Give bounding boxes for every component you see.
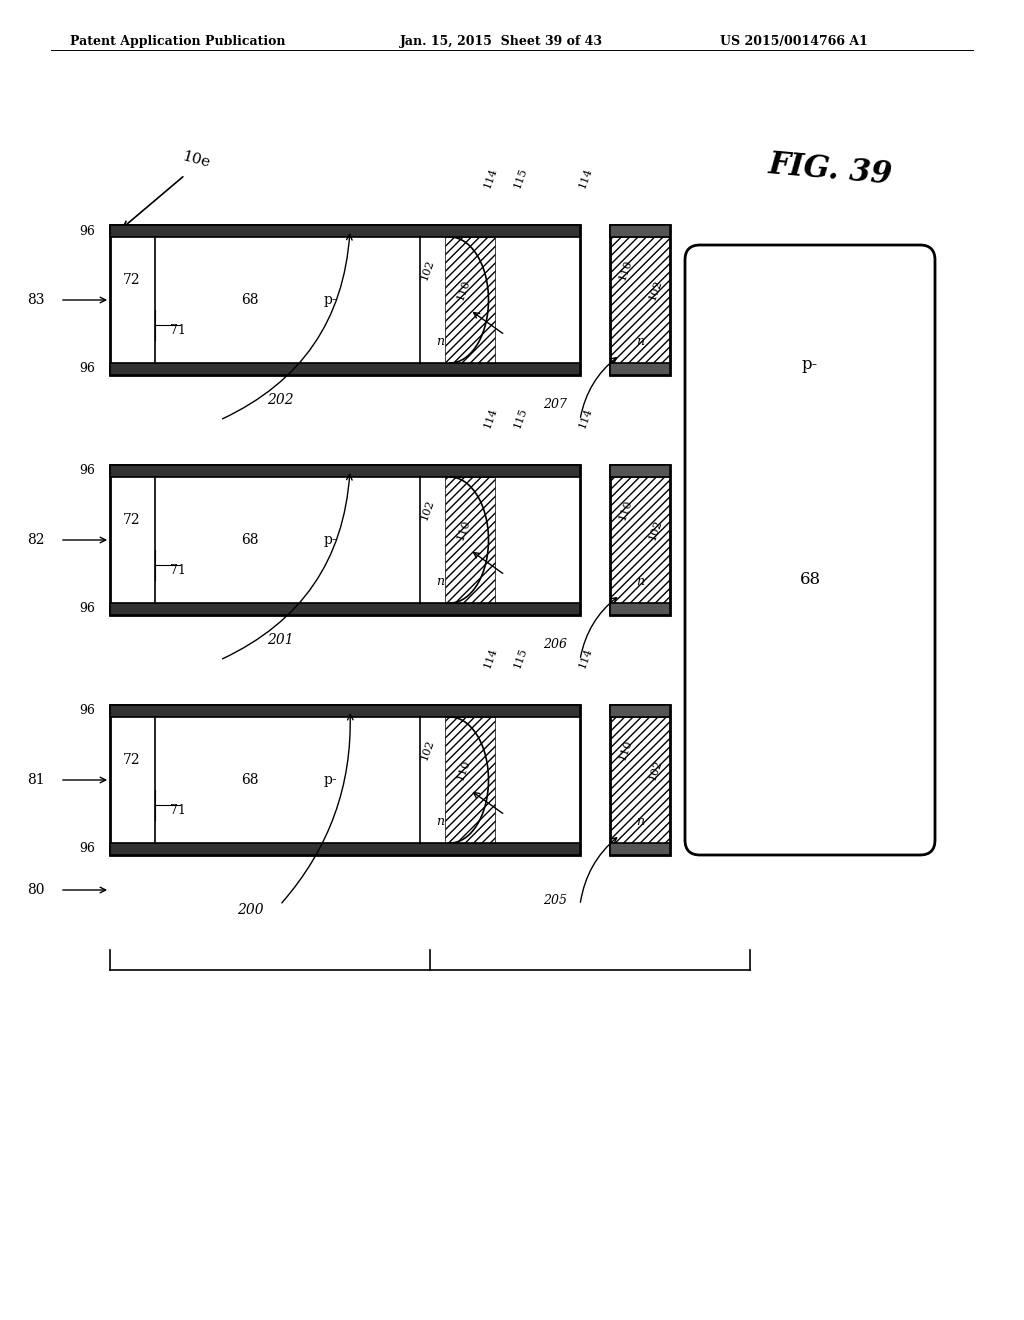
Text: 68: 68 [800,570,820,587]
Text: 102: 102 [419,498,435,521]
Bar [445,717,495,843]
Text: 206: 206 [543,639,567,652]
Text: 96: 96 [79,602,95,615]
Bar [110,224,580,375]
Text: FIG. 39: FIG. 39 [767,149,893,191]
Text: 68: 68 [242,293,259,308]
Text: 82: 82 [28,533,45,546]
Text: 205: 205 [543,894,567,907]
Bar [610,717,670,843]
Bar [110,705,580,855]
Text: n: n [436,335,444,348]
Text: 115: 115 [512,647,528,671]
Text: 96: 96 [79,224,95,238]
Bar [110,603,580,615]
Bar [610,465,670,477]
Text: 96: 96 [79,465,95,478]
Bar [110,843,580,855]
Bar [445,238,495,363]
Text: 114: 114 [481,407,499,430]
Text: 115: 115 [512,407,528,430]
Bar [610,465,670,615]
Text: 110: 110 [616,738,634,762]
FancyBboxPatch shape [685,246,935,855]
Bar [610,843,670,855]
Bar [610,477,670,603]
Text: n: n [636,814,644,828]
Bar [610,224,670,238]
Text: 96: 96 [79,363,95,375]
Text: 68: 68 [242,533,259,546]
Text: 102: 102 [419,738,435,762]
Bar [610,224,670,375]
Text: US 2015/0014766 A1: US 2015/0014766 A1 [720,36,868,48]
Bar [110,465,580,615]
Text: 115: 115 [512,166,528,190]
Bar [610,363,670,375]
Text: 114: 114 [481,166,499,190]
Bar [445,477,495,603]
Text: 102: 102 [419,259,435,281]
Text: 80: 80 [28,883,45,898]
Text: 102: 102 [646,279,664,302]
Text: 81: 81 [28,774,45,787]
Text: 10e: 10e [180,149,211,170]
Text: 71: 71 [170,323,186,337]
Text: 71: 71 [170,564,186,577]
Text: 96: 96 [79,842,95,855]
Text: 72: 72 [123,752,141,767]
Text: 102: 102 [646,758,664,781]
Text: 68: 68 [242,774,259,787]
Text: p-: p- [324,533,337,546]
Text: 110: 110 [455,758,471,781]
Text: 114: 114 [577,407,593,430]
Text: n: n [436,814,444,828]
Text: 71: 71 [170,804,186,817]
Text: n: n [636,335,644,348]
Bar [110,363,580,375]
Text: Jan. 15, 2015  Sheet 39 of 43: Jan. 15, 2015 Sheet 39 of 43 [400,36,603,48]
Bar [610,705,670,717]
Text: 207: 207 [543,399,567,412]
Text: 110: 110 [616,259,634,281]
Text: 202: 202 [266,393,293,407]
Text: p-: p- [324,293,337,308]
Text: n: n [636,576,644,587]
Text: 110: 110 [616,498,634,521]
Bar [610,238,670,363]
Bar [110,224,580,238]
Bar [610,603,670,615]
Text: p-: p- [324,774,337,787]
Text: 96: 96 [79,705,95,718]
Bar [110,465,580,477]
Text: 201: 201 [266,634,293,647]
Text: n: n [436,576,444,587]
Text: 83: 83 [28,293,45,308]
Text: p-: p- [802,356,818,374]
Bar [610,705,670,855]
Text: 102: 102 [646,519,664,541]
Text: Patent Application Publication: Patent Application Publication [70,36,286,48]
Bar [110,705,580,717]
Text: 114: 114 [481,647,499,671]
Text: 110: 110 [455,279,471,302]
Text: 110: 110 [455,519,471,541]
Text: 72: 72 [123,513,141,527]
Text: 72: 72 [123,273,141,286]
Text: 114: 114 [577,166,593,190]
Text: 114: 114 [577,647,593,671]
Text: 200: 200 [237,903,263,917]
